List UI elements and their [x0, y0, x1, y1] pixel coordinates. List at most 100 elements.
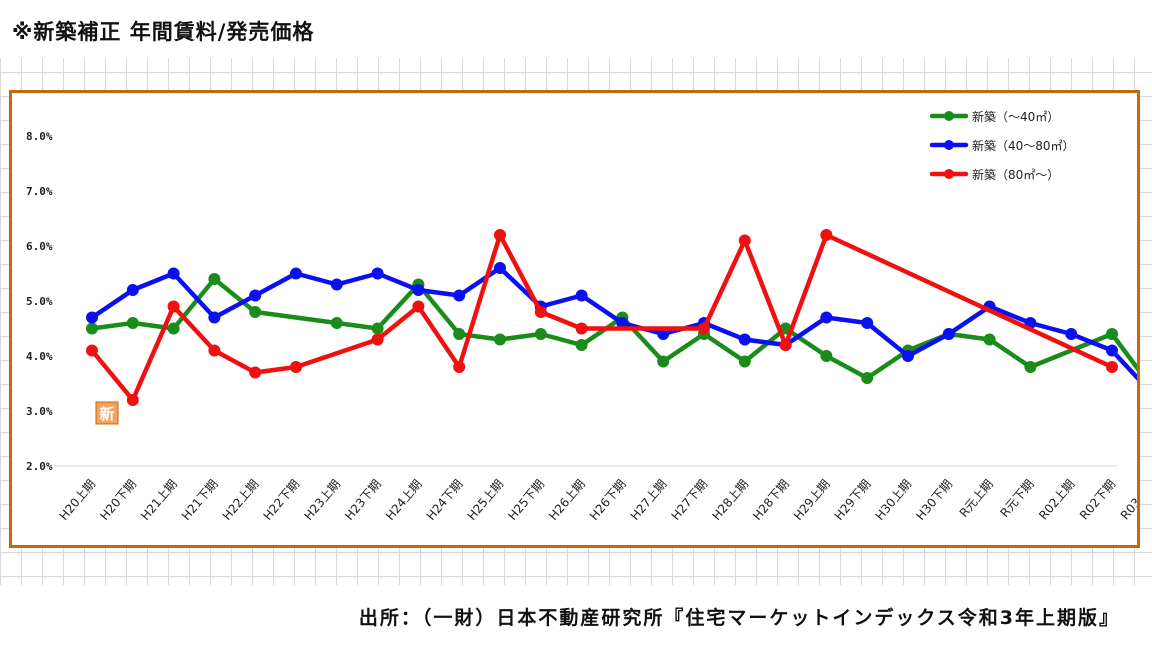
- data-point: [942, 328, 955, 340]
- data-point: [86, 322, 98, 335]
- data-point: [1065, 328, 1078, 340]
- legend-label: 新築（40～80㎡）: [972, 138, 1075, 153]
- x-tick-label: H29上期: [791, 477, 833, 523]
- x-tick-label: R02上期: [1036, 477, 1077, 522]
- data-point: [86, 344, 98, 357]
- legend-label: 新築（～40㎡）: [972, 109, 1059, 124]
- x-tick-label: H22下期: [261, 477, 303, 523]
- data-point: [494, 333, 506, 346]
- data-point: [371, 322, 384, 335]
- data-point: [820, 229, 833, 241]
- data-point: [861, 372, 874, 384]
- data-point: [208, 273, 221, 285]
- x-tick-label: H25下期: [505, 477, 547, 523]
- data-point: [616, 317, 629, 329]
- data-point: [453, 289, 466, 302]
- x-tick-label: H26上期: [546, 477, 588, 523]
- y-tick-label: 3.0%: [26, 405, 53, 418]
- data-point: [657, 328, 670, 340]
- chart-frame: 2.0% 3.0% 4.0% 5.0% 6.0% 7.0% 8.0% H20上期 H20下期 H2…: [9, 90, 1140, 548]
- x-tick-label: H25上期: [465, 477, 507, 523]
- y-tick-label: 8.0%: [26, 130, 53, 143]
- data-point: [494, 262, 506, 274]
- x-tick-label: H24下期: [424, 477, 466, 523]
- data-point: [575, 339, 588, 351]
- data-point: [902, 350, 914, 362]
- data-point: [249, 306, 262, 318]
- x-tick-label: H24上期: [383, 477, 425, 523]
- x-tick-label: H21上期: [138, 477, 180, 523]
- legend-label: 新築（80㎡～）: [972, 167, 1059, 182]
- data-point: [290, 361, 302, 373]
- x-tick-label: H28下期: [750, 477, 792, 523]
- x-tick-label: R元下期: [997, 477, 1036, 520]
- data-point: [779, 339, 792, 351]
- data-point: [330, 278, 343, 291]
- x-tick-label: H30上期: [873, 477, 915, 523]
- data-point: [738, 333, 751, 346]
- data-point: [126, 394, 139, 406]
- series-line-3: [89, 232, 1115, 403]
- series-line-1: [89, 276, 1137, 381]
- y-tick-label: 6.0%: [26, 240, 53, 253]
- data-point: [861, 317, 874, 329]
- data-point: [208, 311, 221, 324]
- data-point: [412, 284, 425, 296]
- y-tick-label: 4.0%: [26, 350, 53, 363]
- legend-marker: [944, 140, 954, 150]
- footer-area: [0, 585, 1152, 648]
- data-point: [534, 328, 547, 340]
- data-point: [575, 289, 588, 302]
- data-point: [1106, 344, 1118, 357]
- data-point: [290, 267, 302, 280]
- data-point: [167, 322, 180, 335]
- data-point: [698, 322, 710, 335]
- data-point: [126, 284, 139, 296]
- data-point: [575, 322, 588, 335]
- x-tick-label: H21下期: [179, 477, 221, 523]
- badge-label: 新: [99, 405, 114, 423]
- badge-box: [95, 401, 119, 425]
- x-tick-label: R元上期: [957, 477, 996, 520]
- y-tick-label: 2.0%: [26, 460, 53, 473]
- y-tick-label: 7.0%: [26, 185, 53, 198]
- source-citation: 出所：（一財）日本不動産研究所『住宅マーケットインデックス令和3年上期版』: [358, 607, 1120, 629]
- x-tick-label: H26下期: [587, 477, 629, 523]
- line-chart: 2.0%3.0%4.0%5.0%6.0%7.0%8.0%H20上期 H20下期 H2…: [26, 109, 1137, 523]
- y-tick-label: 5.0%: [26, 295, 53, 308]
- data-point: [371, 267, 384, 280]
- x-tick-label: H29下期: [832, 477, 874, 523]
- x-tick-label: H28上期: [709, 477, 751, 523]
- x-tick-label: H20上期: [57, 477, 99, 523]
- page-title: ※新築補正 年間賃料/発売価格: [12, 20, 315, 44]
- data-point: [820, 350, 833, 362]
- x-tick-label: H23下期: [342, 477, 384, 523]
- x-tick-label: H30下期: [913, 477, 955, 523]
- data-point: [820, 311, 833, 324]
- data-point: [126, 317, 139, 329]
- data-point: [1106, 361, 1118, 373]
- data-point: [371, 333, 384, 346]
- x-tick-label: H27下期: [669, 477, 711, 523]
- data-point: [208, 344, 221, 357]
- x-tick-label: H23上期: [301, 477, 343, 523]
- data-point: [534, 306, 547, 318]
- data-point: [738, 234, 751, 247]
- data-point: [453, 328, 466, 340]
- data-point: [167, 300, 180, 313]
- x-tick-label: H27上期: [628, 477, 670, 523]
- x-tick-label: R03上期: [1118, 477, 1137, 522]
- legend-marker: [944, 111, 954, 121]
- x-tick-label: H20下期: [97, 477, 139, 523]
- data-point: [167, 267, 180, 280]
- title-area: [0, 0, 1152, 58]
- data-point: [86, 311, 98, 324]
- data-point: [1106, 328, 1118, 340]
- data-point: [249, 366, 262, 379]
- data-point: [249, 289, 262, 302]
- data-point: [412, 300, 425, 313]
- x-tick-label: H22上期: [220, 477, 262, 523]
- series-line-2: [89, 265, 1137, 381]
- data-point: [657, 355, 670, 368]
- data-point: [453, 361, 466, 373]
